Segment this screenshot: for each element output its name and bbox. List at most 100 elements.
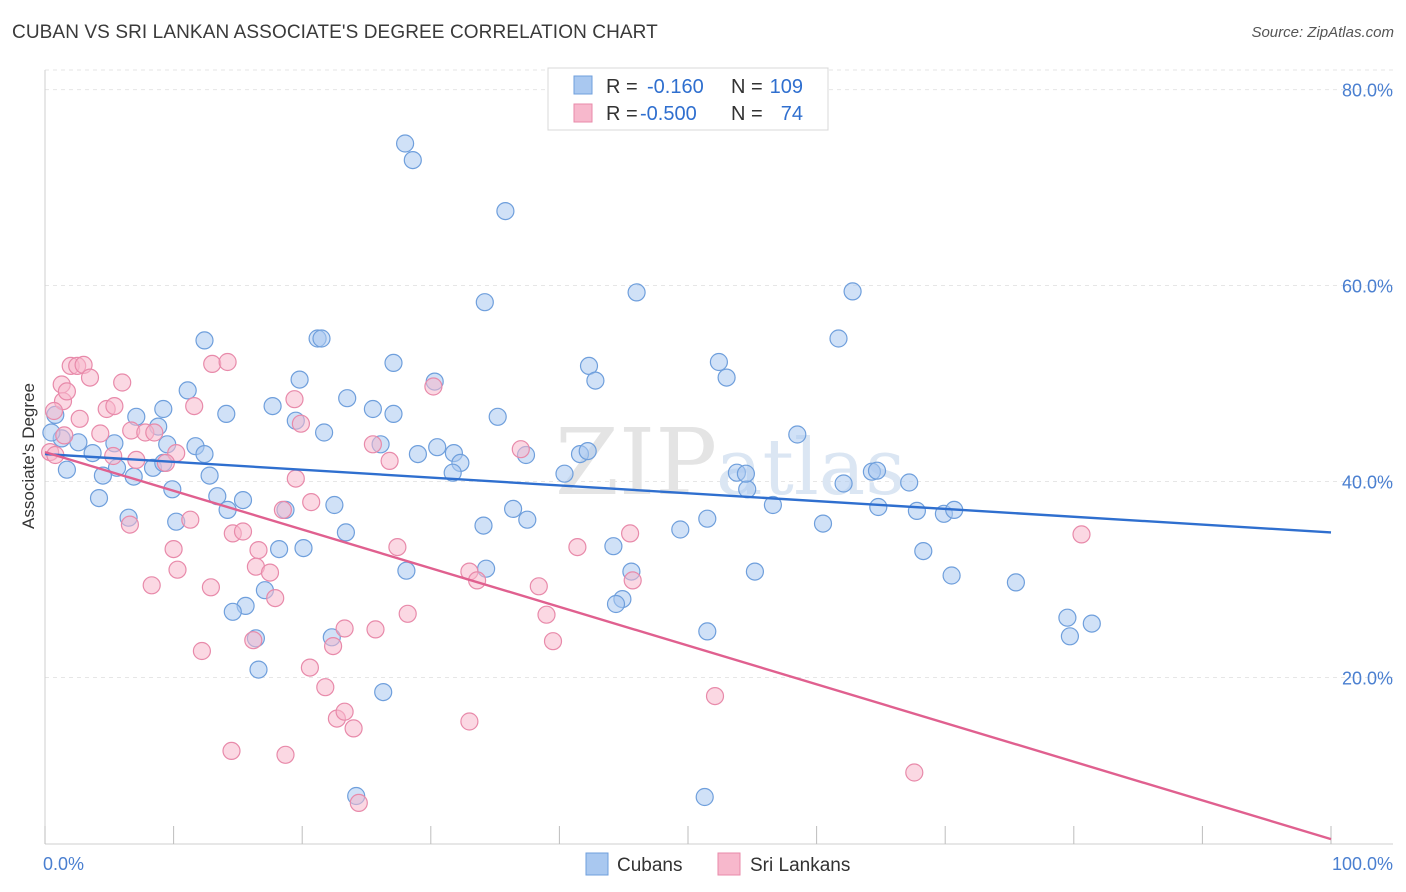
point-cubans-72 xyxy=(813,514,833,533)
trend-line-cubans xyxy=(44,452,1332,534)
point-cubans-12 xyxy=(709,352,729,372)
point-srilankans-35 xyxy=(120,515,139,534)
point-cubans-17 xyxy=(586,371,605,390)
legend-swatch-cubans xyxy=(573,75,593,95)
point-cubans-42 xyxy=(578,442,597,461)
point-cubans-51 xyxy=(555,464,574,483)
point-cubans-101 xyxy=(374,682,393,702)
point-cubans-58 xyxy=(233,491,253,510)
point-cubans-103 xyxy=(695,787,714,807)
tick-labels: 20.0% 40.0% 60.0% 80.0% 0.0% 100.0% xyxy=(43,81,1393,874)
point-cubans-61 xyxy=(503,499,523,518)
x-tick-label-max: 100.0% xyxy=(1332,854,1393,874)
point-srilankans-51 xyxy=(201,578,220,597)
point-cubans-29 xyxy=(788,425,807,444)
series-cubans xyxy=(42,134,1101,807)
point-srilankans-32 xyxy=(302,493,321,512)
point-cubans-3 xyxy=(475,293,494,312)
point-cubans-4 xyxy=(627,283,646,302)
legend-r-value-srilankans: -0.500 xyxy=(640,103,697,125)
point-srilankans-60 xyxy=(192,641,211,661)
point-srilankans-52 xyxy=(266,588,285,608)
trend-lines xyxy=(44,450,1332,841)
point-cubans-82 xyxy=(914,541,933,561)
point-cubans-80 xyxy=(294,538,313,558)
point-srilankans-34 xyxy=(181,510,200,529)
legend-frame xyxy=(547,67,829,131)
point-srilankans-27 xyxy=(380,451,399,470)
point-cubans-9 xyxy=(312,329,331,348)
legend-r-label-srilankans: R = xyxy=(606,103,638,125)
point-srilankans-67 xyxy=(344,719,363,738)
point-cubans-88 xyxy=(1006,573,1026,592)
point-srilankans-59 xyxy=(543,632,563,651)
point-srilankans-15 xyxy=(424,377,443,396)
point-srilankans-44 xyxy=(260,563,280,582)
point-cubans-87 xyxy=(942,566,961,585)
legend-n-label-cubans: N = xyxy=(731,76,763,98)
point-cubans-54 xyxy=(867,461,887,480)
bottom-legend: Cubans Sri Lankans xyxy=(585,852,850,876)
point-srilankans-72 xyxy=(1072,525,1091,544)
legend-r-label-cubans: R = xyxy=(606,76,638,98)
point-srilankans-39 xyxy=(568,537,587,557)
point-srilankans-31 xyxy=(286,469,305,488)
point-cubans-70 xyxy=(518,510,537,529)
series-srilankans xyxy=(40,352,1091,813)
point-cubans-35 xyxy=(195,445,214,464)
point-srilankans-55 xyxy=(335,619,354,638)
point-cubans-77 xyxy=(336,523,355,542)
point-srilankans-9 xyxy=(218,352,237,372)
point-cubans-79 xyxy=(270,539,289,559)
point-srilankans-14 xyxy=(285,390,304,409)
y-tick-label-40: 40.0% xyxy=(1342,472,1393,492)
point-cubans-93 xyxy=(223,602,242,621)
point-srilankans-42 xyxy=(249,540,268,560)
y-tick-label-60: 60.0% xyxy=(1342,277,1393,297)
legend-n-value-srilankans: 74 xyxy=(781,103,803,125)
point-cubans-55 xyxy=(738,480,757,499)
legend-box: R = -0.160 N = 109 R = -0.500 N = 74 xyxy=(547,67,829,131)
chart-source: Source: ZipAtlas.com xyxy=(1251,24,1394,41)
point-srilankans-37 xyxy=(233,522,253,541)
point-srilankans-7 xyxy=(57,382,77,401)
legend-n-value-cubans: 109 xyxy=(770,76,803,98)
point-srilankans-66 xyxy=(460,712,479,731)
y-axis-label: Associate's Degree xyxy=(19,383,38,529)
point-srilankans-29 xyxy=(363,435,382,454)
point-srilankans-54 xyxy=(537,605,556,624)
point-cubans-86 xyxy=(745,562,765,581)
point-cubans-71 xyxy=(698,509,717,528)
legend-n-label-srilankans: N = xyxy=(731,103,763,125)
point-cubans-36 xyxy=(408,445,427,464)
point-cubans-6 xyxy=(829,329,848,348)
point-cubans-43 xyxy=(83,444,102,463)
point-cubans-2 xyxy=(496,202,515,221)
y-tick-label-80: 80.0% xyxy=(1342,81,1393,101)
point-cubans-100 xyxy=(249,660,268,679)
point-srilankans-38 xyxy=(388,537,407,557)
point-cubans-75 xyxy=(834,474,853,493)
point-cubans-91 xyxy=(606,594,626,614)
bottom-legend-label-srilankans: Sri Lankans xyxy=(750,855,850,876)
point-srilankans-69 xyxy=(276,745,295,764)
point-srilankans-41 xyxy=(164,539,183,559)
legend-r-value-cubans: -0.160 xyxy=(647,76,704,98)
point-srilankans-56 xyxy=(366,620,385,639)
point-srilankans-21 xyxy=(145,423,164,442)
point-cubans-13 xyxy=(290,370,309,389)
bottom-legend-swatch-cubans xyxy=(585,852,609,876)
point-cubans-37 xyxy=(428,438,447,457)
point-srilankans-63 xyxy=(705,686,725,706)
point-srilankans-10 xyxy=(44,401,64,421)
legend-swatch-srilankans xyxy=(573,103,593,123)
point-srilankans-57 xyxy=(244,631,263,650)
point-srilankans-50 xyxy=(142,576,161,595)
point-cubans-28 xyxy=(315,423,334,442)
point-srilankans-13 xyxy=(185,397,204,416)
point-cubans-106 xyxy=(736,464,756,483)
point-cubans-23 xyxy=(488,407,507,426)
point-srilankans-65 xyxy=(335,702,354,721)
point-srilankans-70 xyxy=(905,763,924,782)
point-cubans-83 xyxy=(397,561,416,580)
